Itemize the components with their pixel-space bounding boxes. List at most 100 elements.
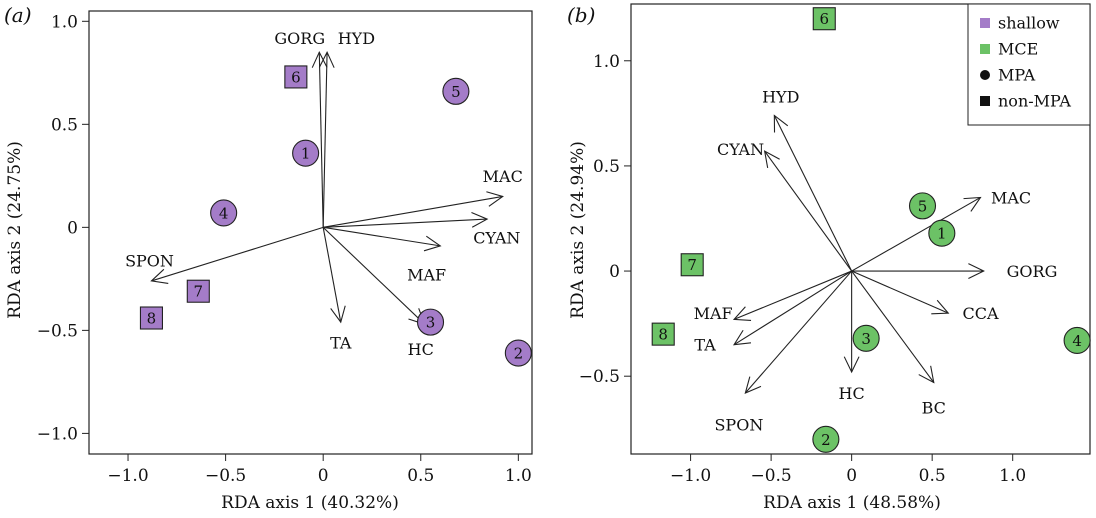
panel-a-vectors: GORG HYD MAC CYAN MAF SPON TA HC xyxy=(125,29,523,359)
legend-items: shallow MCE MPA non-MPA xyxy=(980,14,1071,111)
panel-a-tag: (a) xyxy=(4,3,32,27)
vector-bc-label: BC xyxy=(922,399,946,418)
panel-b-x-tick-label: 0.5 xyxy=(919,466,946,486)
panel-b-y-tick-label: −0.5 xyxy=(579,367,620,387)
vector-cca-label: CCA xyxy=(962,304,998,323)
panel-b: (b) −1.0 −0.5 0 0.5 1.0 −0.5 0 0.5 1.0 HYD CYAN MA… xyxy=(567,3,1091,513)
vector-cca-shaft xyxy=(851,270,949,314)
vector-maf-shaft xyxy=(733,270,852,320)
vector-mac-shaft xyxy=(323,195,503,228)
vector-hyd-label: HYD xyxy=(762,88,799,107)
vector-hc-label: HC xyxy=(839,384,865,403)
site-6-marker xyxy=(284,65,308,89)
legend-mce-label: MCE xyxy=(998,40,1038,59)
site-5-label: 5 xyxy=(918,197,928,215)
vector-bc-head xyxy=(918,365,935,384)
vector-ta-head xyxy=(733,329,752,346)
vector-maf-head xyxy=(732,306,752,321)
site-7: 7 xyxy=(680,253,704,277)
site-1-marker xyxy=(292,139,320,167)
vector-gorg-head xyxy=(968,263,985,279)
site-4-marker xyxy=(1063,326,1091,354)
panel-b-tag: (b) xyxy=(567,3,595,27)
vector-hc: HC xyxy=(839,271,865,403)
panel-a-y-tick-label: −0.5 xyxy=(37,321,78,341)
vector-mac: MAC xyxy=(323,167,523,228)
vector-ta-head xyxy=(330,305,346,324)
vector-hyd-head xyxy=(318,50,335,68)
vector-mac-head xyxy=(963,196,982,212)
site-2-label: 2 xyxy=(821,431,831,449)
vector-mac-label: MAC xyxy=(991,188,1031,207)
vector-ta-label: TA xyxy=(694,336,716,355)
vector-bc-shaft xyxy=(851,270,935,383)
vector-gorg-shaft xyxy=(318,52,324,228)
site-8-label: 8 xyxy=(147,310,157,328)
site-6: 6 xyxy=(284,65,308,89)
vector-hc-label: HC xyxy=(408,340,434,359)
site-4-label: 4 xyxy=(219,204,229,222)
vector-ta-shaft xyxy=(322,227,342,323)
vector-ta-label: TA xyxy=(330,334,352,353)
panel-b-x-axis-title: RDA axis 1 (48.58%) xyxy=(763,493,941,513)
panel-b-y-tick-label: 1.0 xyxy=(593,52,620,72)
vector-cyan-head xyxy=(471,211,489,228)
vector-spon: SPON xyxy=(714,270,853,435)
vector-cyan-label: CYAN xyxy=(717,140,764,159)
legend-mpa-label: MPA xyxy=(998,66,1036,85)
vector-spon-shaft xyxy=(151,226,324,282)
panel-a-x-axis-title: RDA axis 1 (40.32%) xyxy=(221,493,399,513)
vector-ta: TA xyxy=(322,227,352,353)
site-8: 8 xyxy=(139,306,163,330)
site-7-marker xyxy=(680,253,704,277)
site-3: 3 xyxy=(416,308,445,336)
vector-hyd-head xyxy=(773,114,789,133)
site-6-label: 6 xyxy=(291,68,301,86)
panel-b-ticks: −1.0 −0.5 0 0.5 1.0 −0.5 0 0.5 1.0 xyxy=(579,52,1026,486)
legend: shallow MCE MPA non-MPA xyxy=(967,3,1091,126)
vector-maf: MAF xyxy=(694,270,852,323)
site-1: 1 xyxy=(292,139,320,167)
legend-item-mpa: MPA xyxy=(980,66,1036,85)
vector-spon-head xyxy=(150,268,169,284)
vector-spon-shaft xyxy=(744,270,853,394)
site-2: 2 xyxy=(504,339,532,367)
panel-a-y-tick-label: 0 xyxy=(67,218,78,238)
site-5-marker xyxy=(908,192,937,220)
legend-mpa-marker xyxy=(980,70,990,80)
legend-shallow-label: shallow xyxy=(998,14,1060,33)
site-5: 5 xyxy=(908,192,937,220)
panel-b-x-tick-label: 0 xyxy=(846,466,857,486)
vector-maf-label: MAF xyxy=(407,266,446,285)
legend-item-non-mpa: non-MPA xyxy=(980,92,1071,111)
panel-b-y-axis-title: RDA axis 2 (24.94%) xyxy=(568,141,588,319)
vector-gorg-label: GORG xyxy=(1007,262,1058,281)
site-8-marker xyxy=(651,322,675,346)
vector-cyan: CYAN xyxy=(717,140,853,272)
site-5-marker xyxy=(442,77,470,105)
vector-cyan-shaft xyxy=(764,150,853,272)
site-6-label: 6 xyxy=(819,10,829,28)
site-3: 3 xyxy=(852,324,880,352)
panel-a-ticks: −1.0 −0.5 0 0.5 1.0 −1.0 −0.5 0 0.5 1.0 xyxy=(37,12,532,486)
vector-gorg: GORG xyxy=(274,29,328,228)
panel-a-x-tick-label: 0.5 xyxy=(407,466,434,486)
panel-b-plot-frame xyxy=(630,3,1091,455)
panel-a-plot-frame xyxy=(88,10,533,455)
site-2: 2 xyxy=(812,425,840,453)
site-2-marker xyxy=(812,425,840,453)
vector-gorg-head xyxy=(311,50,328,68)
vector-maf-label: MAF xyxy=(694,304,733,323)
site-5: 5 xyxy=(442,77,470,105)
vector-hyd-label: HYD xyxy=(338,29,375,48)
site-2-label: 2 xyxy=(514,345,524,363)
site-5-label: 5 xyxy=(451,83,461,101)
vector-cca: CCA xyxy=(851,270,999,323)
vector-spon: SPON xyxy=(125,226,324,284)
site-6-marker xyxy=(812,7,836,31)
panel-a: (a) −1.0 −0.5 0 0.5 1.0 −1.0 −0.5 0 0.5 1.0 GORG H… xyxy=(4,3,533,513)
legend-shallow-marker xyxy=(980,18,990,28)
site-7: 7 xyxy=(186,279,210,303)
vector-maf-shaft xyxy=(323,226,441,247)
